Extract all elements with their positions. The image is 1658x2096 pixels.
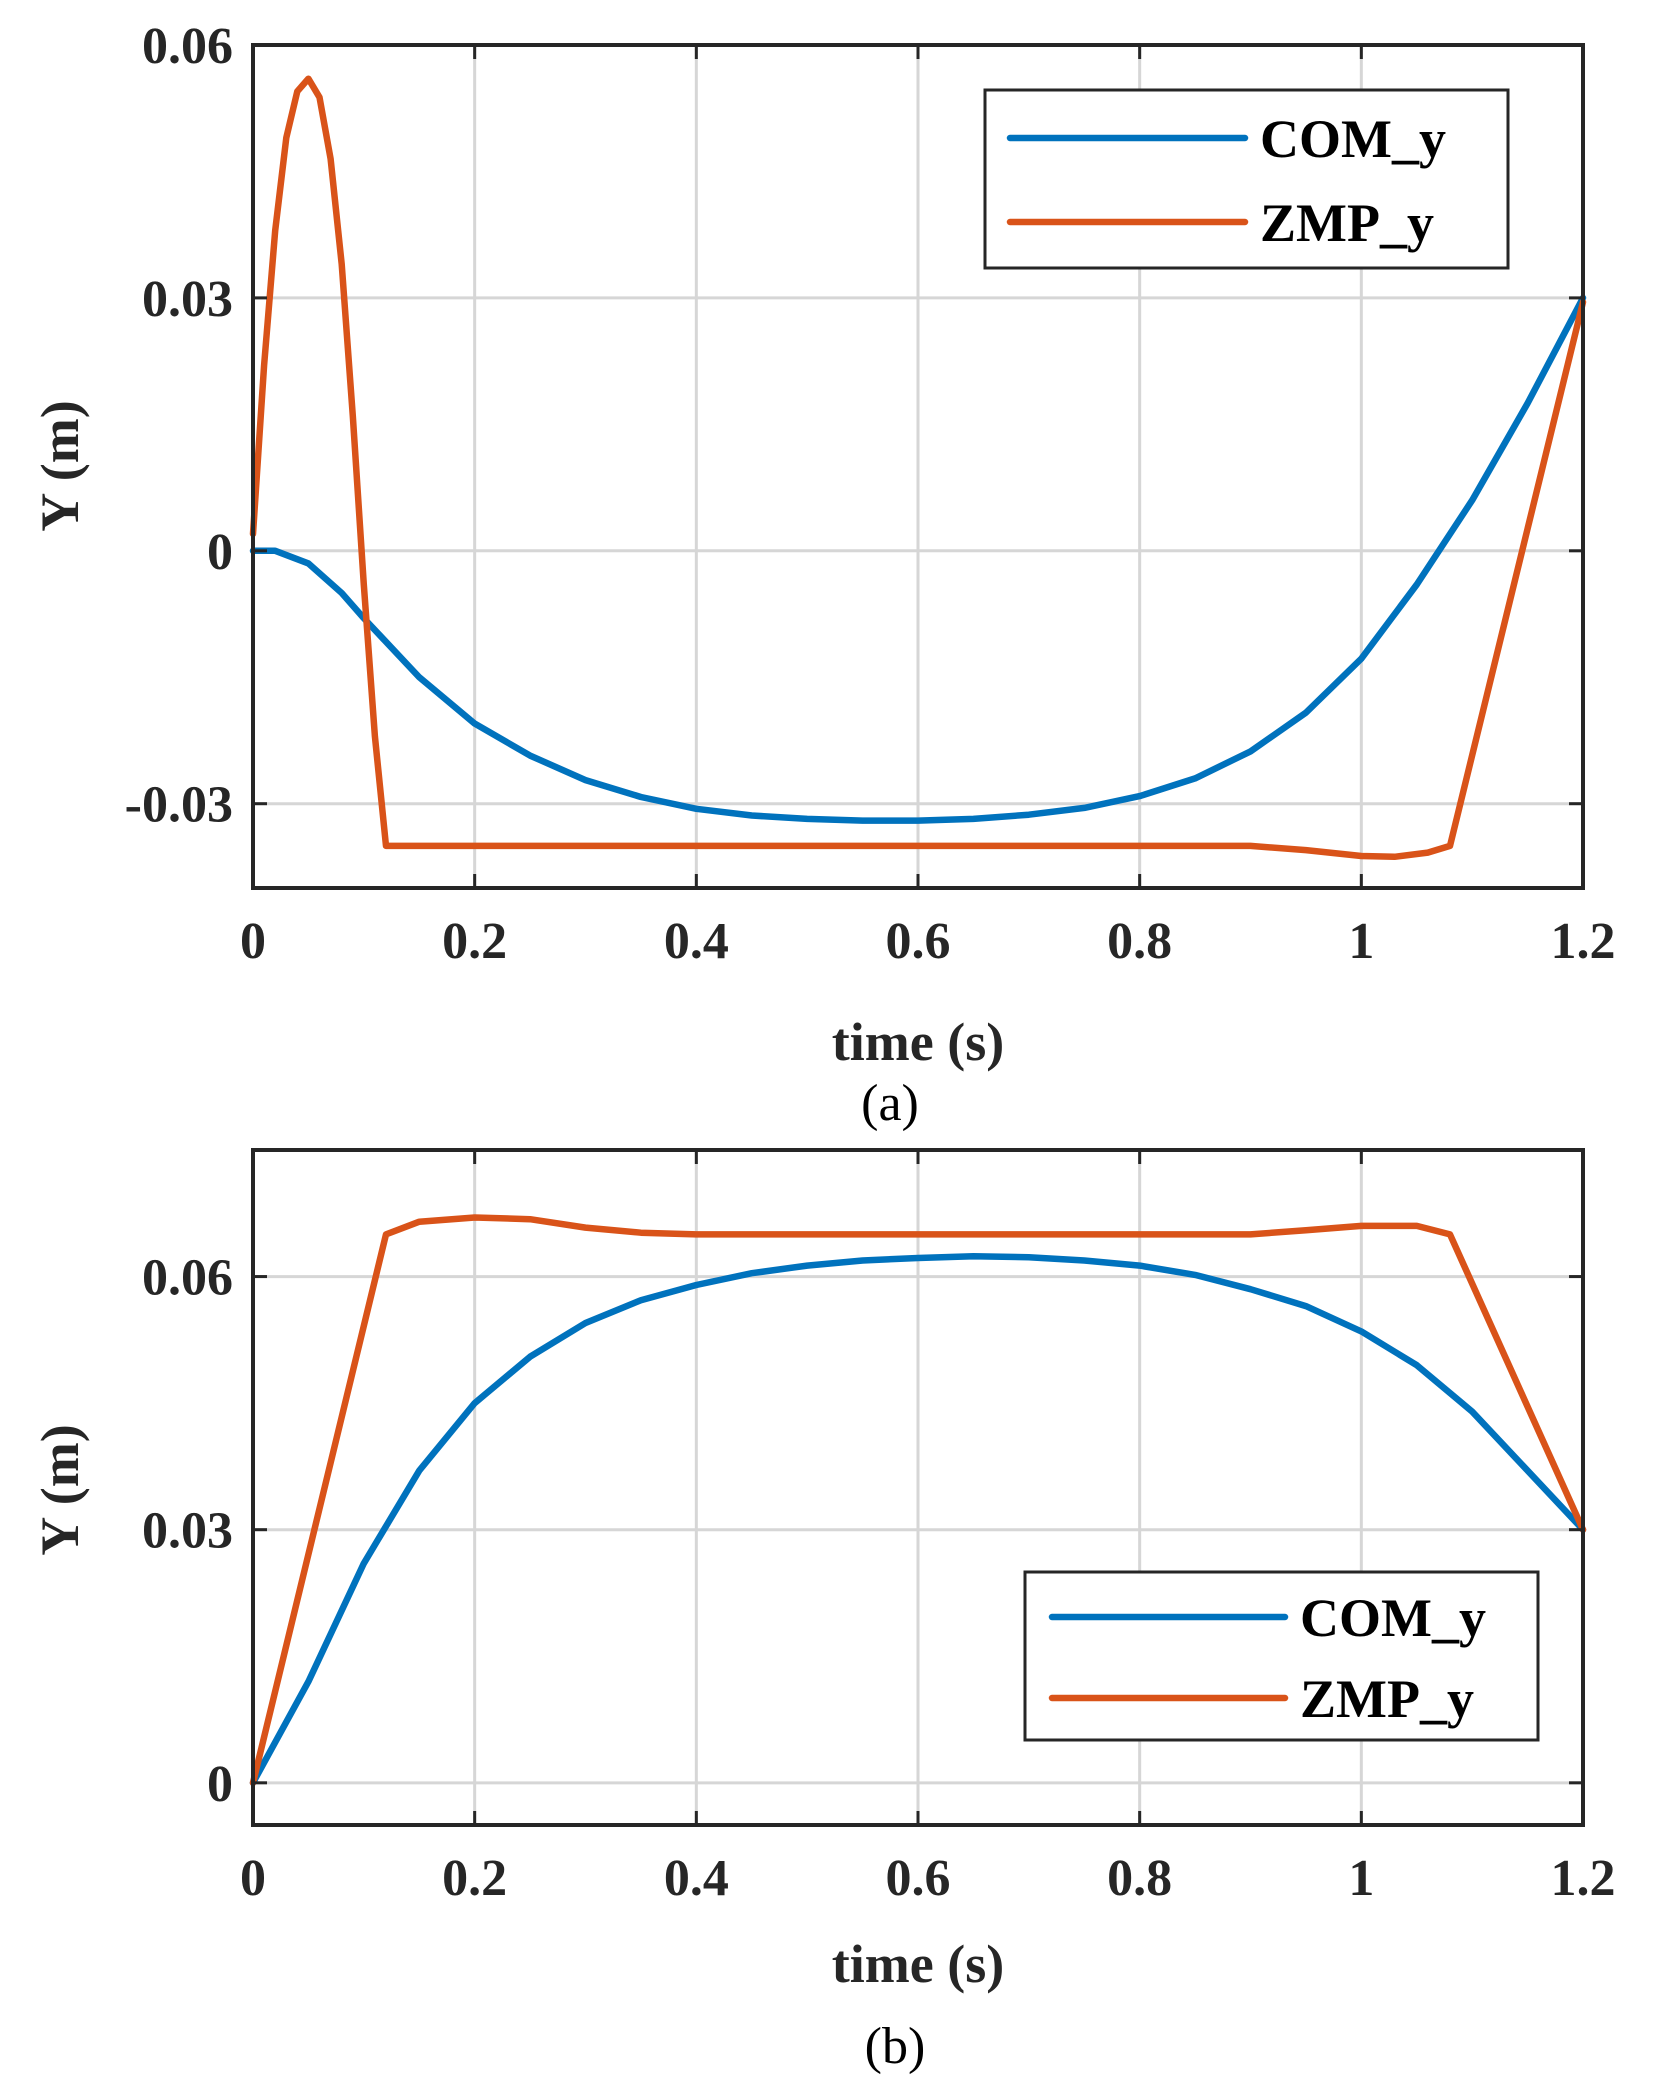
panel-b-x-tick-label: 0.6 <box>886 1850 951 1907</box>
panel-a-caption: (a) <box>861 1075 919 1132</box>
panel-b-series-com-y <box>249 1253 1587 1787</box>
panel-b-ticks <box>251 1150 1585 1825</box>
panel-a-x-tick-label: 0 <box>240 913 266 970</box>
panel-b-y-tick-label: 0.06 <box>142 1250 233 1307</box>
panel-b-x-tick-label: 0.2 <box>442 1850 507 1907</box>
panel-a-x-tick-label: 1.2 <box>1551 913 1616 970</box>
panel-a-x-tick-label: 0.2 <box>442 913 507 970</box>
panel-a-legend-box <box>983 88 1510 270</box>
panel-b-x-axis-label: time (s) <box>832 1934 1004 1994</box>
panel-a-series-zmp-y <box>249 75 1587 861</box>
panel-a-y-tick-label: 0.03 <box>142 271 233 328</box>
panel-a-y-tick-labels: -0.03 0 0.03 0.06 <box>125 18 233 834</box>
panel-a-y-tick-label: 0 <box>207 524 233 581</box>
panel-b-legend-box <box>1023 1570 1540 1742</box>
panel-b-series <box>249 1214 1587 1787</box>
panel-a-y-tick-label: 0.06 <box>142 18 233 75</box>
panel-a-x-tick-label: 1 <box>1348 913 1374 970</box>
panel-a-series-com-y <box>249 294 1587 824</box>
panel-b-x-tick-label: 0.4 <box>664 1850 729 1907</box>
panel-b-y-axis-label: Y (m) <box>30 1424 90 1555</box>
panel-b-x-tick-labels: 0 0.2 0.4 0.6 0.8 1 1.2 <box>240 1850 1616 1907</box>
panel-b-x-tick-label: 0.8 <box>1107 1850 1172 1907</box>
panel-a-legend: COM_y ZMP_y <box>983 88 1510 270</box>
panel-a-x-tick-labels: 0 0.2 0.4 0.6 0.8 1 1.2 <box>240 913 1616 970</box>
panel-b-legend: COM_y ZMP_y <box>1023 1570 1540 1742</box>
panel-a-legend-label-com: COM_y <box>1260 109 1446 169</box>
panel-b-y-tick-label: 0 <box>207 1756 233 1813</box>
panel-a-x-tick-label: 0.6 <box>886 913 951 970</box>
panel-a-ticks <box>251 43 1585 888</box>
panel-a-y-tick-label: -0.03 <box>125 777 233 834</box>
panel-b-caption: (b) <box>865 2018 926 2075</box>
panel-b-y-tick-label: 0.03 <box>142 1503 233 1560</box>
panel-a-x-tick-label: 0.4 <box>664 913 729 970</box>
panel-b-y-tick-labels: 0 0.03 0.06 <box>142 1250 233 1813</box>
panel-a-y-axis-label: Y (m) <box>30 400 90 531</box>
panel-a-legend-label-zmp: ZMP_y <box>1260 193 1434 253</box>
panel-b-x-tick-label: 1 <box>1348 1850 1374 1907</box>
panel-b-series-zmp-y <box>249 1214 1587 1787</box>
panel-a-chart: 0 0.2 0.4 0.6 0.8 1 1.2 -0.03 0 0.03 0.06 time (s… <box>30 18 1616 1132</box>
panel-b-x-tick-label: 1.2 <box>1551 1850 1616 1907</box>
panel-b-legend-label-com: COM_y <box>1300 1588 1486 1648</box>
panel-b-chart: 0 0.2 0.4 0.6 0.8 1 1.2 0 0.03 0.06 time (s) Y (… <box>30 1148 1616 2075</box>
panel-a-x-tick-label: 0.8 <box>1107 913 1172 970</box>
panel-b-x-tick-label: 0 <box>240 1850 266 1907</box>
panel-a-x-axis-label: time (s) <box>832 1012 1004 1072</box>
panel-a-series <box>249 75 1587 861</box>
panel-b-legend-label-zmp: ZMP_y <box>1300 1669 1474 1729</box>
